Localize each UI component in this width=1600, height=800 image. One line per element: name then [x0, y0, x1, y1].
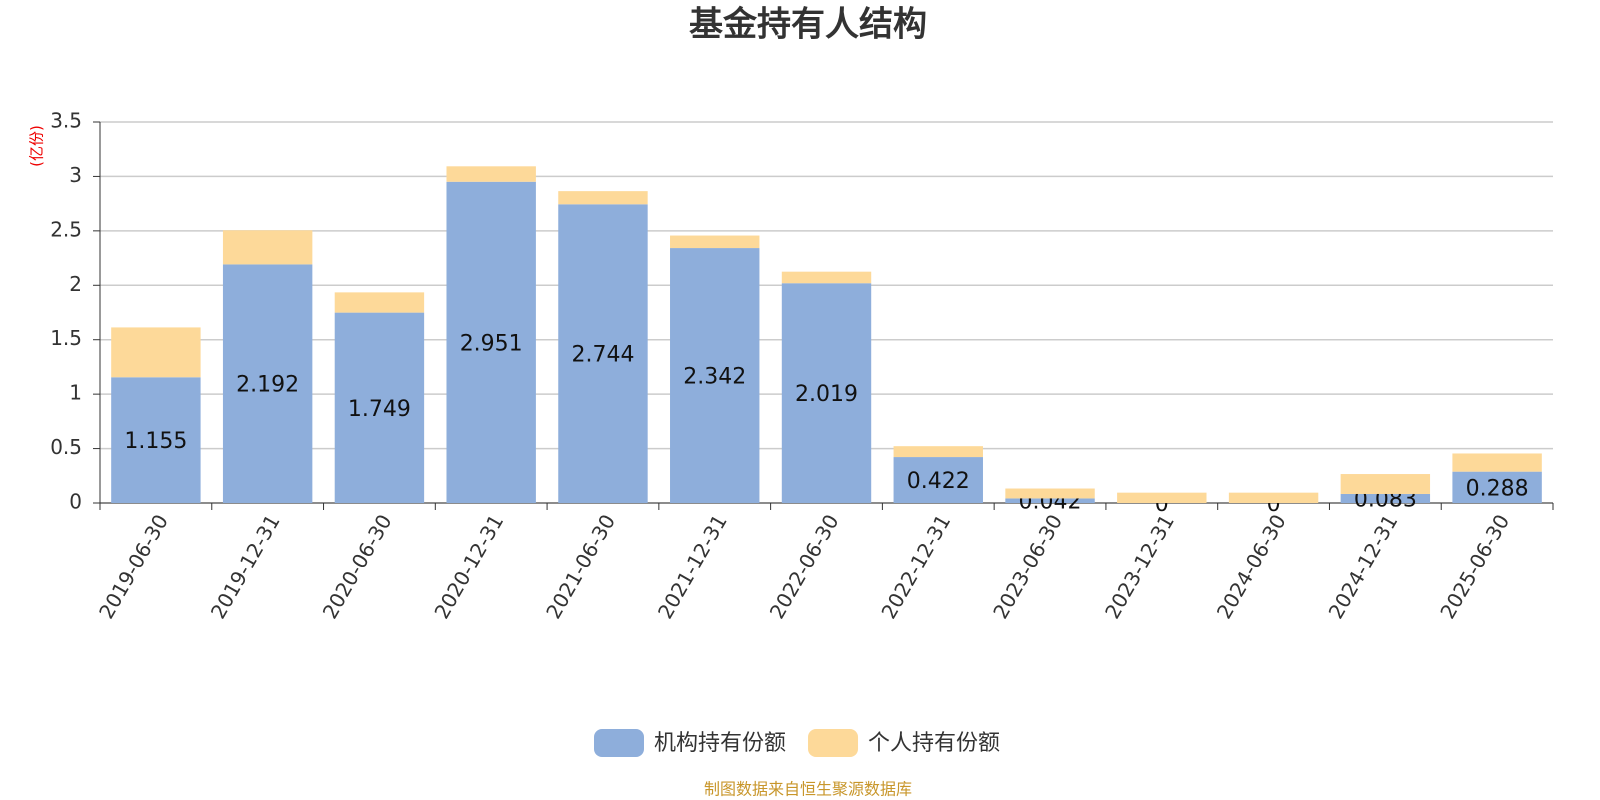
bar-segment: [558, 204, 648, 503]
data-label: 2.342: [683, 365, 746, 390]
bar-segment: [222, 230, 313, 265]
x-tick-label: 2019-12-31: [206, 510, 285, 623]
bar-segment: [781, 283, 872, 503]
data-label: 0.288: [1466, 476, 1529, 501]
y-unit: (亿份): [28, 125, 46, 167]
bar-segment: [670, 235, 760, 249]
x-tick-label: 2025-06-30: [1435, 510, 1514, 623]
x-tick-label: 2021-12-31: [653, 510, 732, 623]
data-label: 0.422: [907, 469, 970, 494]
source-note: 制图数据来自恒生聚源数据库: [704, 780, 912, 799]
x-tick-label: 2022-12-31: [876, 510, 955, 623]
y-tick-label: 2: [69, 272, 82, 296]
x-tick-label: 2024-06-30: [1212, 510, 1291, 623]
bar-segment: [446, 166, 536, 182]
bar-segment: [111, 327, 201, 378]
x-tick-label: 2023-06-30: [988, 510, 1067, 623]
bar-segment: [1340, 474, 1431, 494]
chart-title: 基金持有人结构: [689, 5, 927, 45]
data-label: 2.951: [460, 331, 523, 356]
x-tick-label: 2024-12-31: [1324, 510, 1403, 623]
x-tick-label: 2021-06-30: [541, 510, 620, 623]
bar-segment: [893, 457, 983, 503]
bar-segment: [1452, 453, 1542, 472]
y-tick-label: 2.5: [50, 217, 82, 241]
x-tick-label: 2022-06-30: [765, 510, 844, 623]
y-tick-label: 1.5: [50, 326, 82, 350]
x-tick-label: 2020-12-31: [429, 510, 508, 623]
bar-segment: [1005, 488, 1095, 499]
bar-segment: [893, 446, 983, 458]
bar-segment: [1340, 493, 1431, 503]
legend-swatch: [808, 729, 859, 757]
bar-segment: [222, 264, 313, 503]
bar-segment: [781, 271, 872, 284]
bar-segment: [111, 377, 201, 503]
legend-label: 个人持有份额: [868, 731, 1000, 756]
bar-segment: [1452, 471, 1542, 503]
y-tick-label: 3.5: [50, 109, 82, 133]
y-tick-label: 3: [69, 163, 82, 187]
bar-segment: [334, 312, 425, 503]
bar-segment: [1005, 498, 1095, 503]
y-tick-label: 1: [69, 381, 82, 405]
legend-label: 机构持有份额: [654, 731, 786, 756]
y-tick-label: 0.5: [50, 435, 82, 459]
y-tick-label: 0: [69, 490, 82, 514]
data-label: 1.749: [348, 397, 411, 422]
bar-segment: [558, 191, 648, 205]
data-label: 2.744: [571, 343, 634, 368]
data-label: 2.192: [236, 373, 299, 398]
legend-swatch: [594, 729, 644, 757]
bar-segment: [334, 292, 425, 313]
data-label: 2.019: [795, 382, 858, 407]
data-label: 1.155: [124, 429, 187, 454]
x-tick-label: 2023-12-31: [1100, 510, 1179, 623]
bar-segment: [1228, 492, 1319, 503]
bar-segment: [1117, 492, 1207, 503]
bar-segment: [446, 181, 536, 503]
x-tick-label: 2019-06-30: [94, 510, 173, 623]
bar-segment: [670, 248, 760, 503]
x-tick-label: 2020-06-30: [318, 510, 397, 623]
